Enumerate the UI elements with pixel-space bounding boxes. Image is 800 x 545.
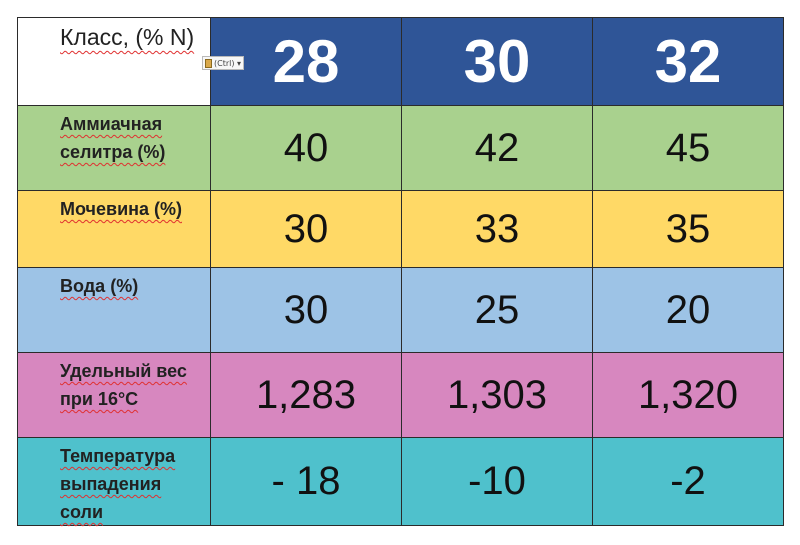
- row-label-cell[interactable]: Аммиачная селитра (%): [17, 105, 211, 191]
- value-cell[interactable]: 1,320: [592, 352, 784, 438]
- row-label: Вода (%): [60, 276, 139, 296]
- paste-options-button[interactable]: (Ctrl) ▾: [202, 56, 244, 70]
- value-cell[interactable]: 25: [401, 267, 593, 353]
- row-specific-weight: Удельный вес при 16°C 1,283 1,303 1,320: [17, 352, 784, 438]
- row-ammonium-nitrate: Аммиачная селитра (%) 40 42 45: [17, 105, 784, 191]
- value-cell[interactable]: 42: [401, 105, 593, 191]
- value-cell[interactable]: 45: [592, 105, 784, 191]
- fertilizer-table: Класс, (% N) (Ctrl) ▾ 28 30 32 Аммиачная…: [17, 17, 784, 526]
- row-water: Вода (%) 30 25 20: [17, 267, 784, 353]
- row-label: Аммиачная селитра (%): [60, 114, 166, 162]
- row-label-cell[interactable]: Мочевина (%): [17, 190, 211, 268]
- row-label-cell[interactable]: Удельный вес при 16°C: [17, 352, 211, 438]
- row-label-cell[interactable]: Температура выпадения соли: [17, 437, 211, 526]
- value-cell[interactable]: 33: [401, 190, 593, 268]
- row-urea: Мочевина (%) 30 33 35: [17, 190, 784, 268]
- value-cell[interactable]: - 18: [210, 437, 402, 526]
- value-cell[interactable]: -10: [401, 437, 593, 526]
- header-row: Класс, (% N) (Ctrl) ▾ 28 30 32: [17, 17, 784, 106]
- row-label-cell[interactable]: Вода (%): [17, 267, 211, 353]
- paste-options-label: (Ctrl) ▾: [214, 58, 242, 68]
- header-label-cell[interactable]: Класс, (% N) (Ctrl) ▾: [17, 17, 244, 106]
- row-salt-temperature: Температура выпадения соли - 18 -10 -2: [17, 437, 784, 526]
- row-label: Температура выпадения соли: [60, 446, 176, 522]
- value-cell[interactable]: 30: [210, 267, 402, 353]
- row-label: Мочевина (%): [60, 199, 183, 219]
- value-cell[interactable]: -2: [592, 437, 784, 526]
- value-cell[interactable]: 35: [592, 190, 784, 268]
- value-cell[interactable]: 30: [210, 190, 402, 268]
- value-cell[interactable]: 40: [210, 105, 402, 191]
- header-label: Класс, (% N): [60, 24, 195, 50]
- header-cell-30[interactable]: 30: [401, 17, 593, 106]
- value-cell[interactable]: 1,283: [210, 352, 402, 438]
- header-cell-28[interactable]: 28: [210, 17, 402, 106]
- header-cell-32[interactable]: 32: [592, 17, 784, 106]
- row-label: Удельный вес при 16°C: [60, 361, 187, 409]
- value-cell[interactable]: 20: [592, 267, 784, 353]
- value-cell[interactable]: 1,303: [401, 352, 593, 438]
- clipboard-icon: [205, 58, 212, 68]
